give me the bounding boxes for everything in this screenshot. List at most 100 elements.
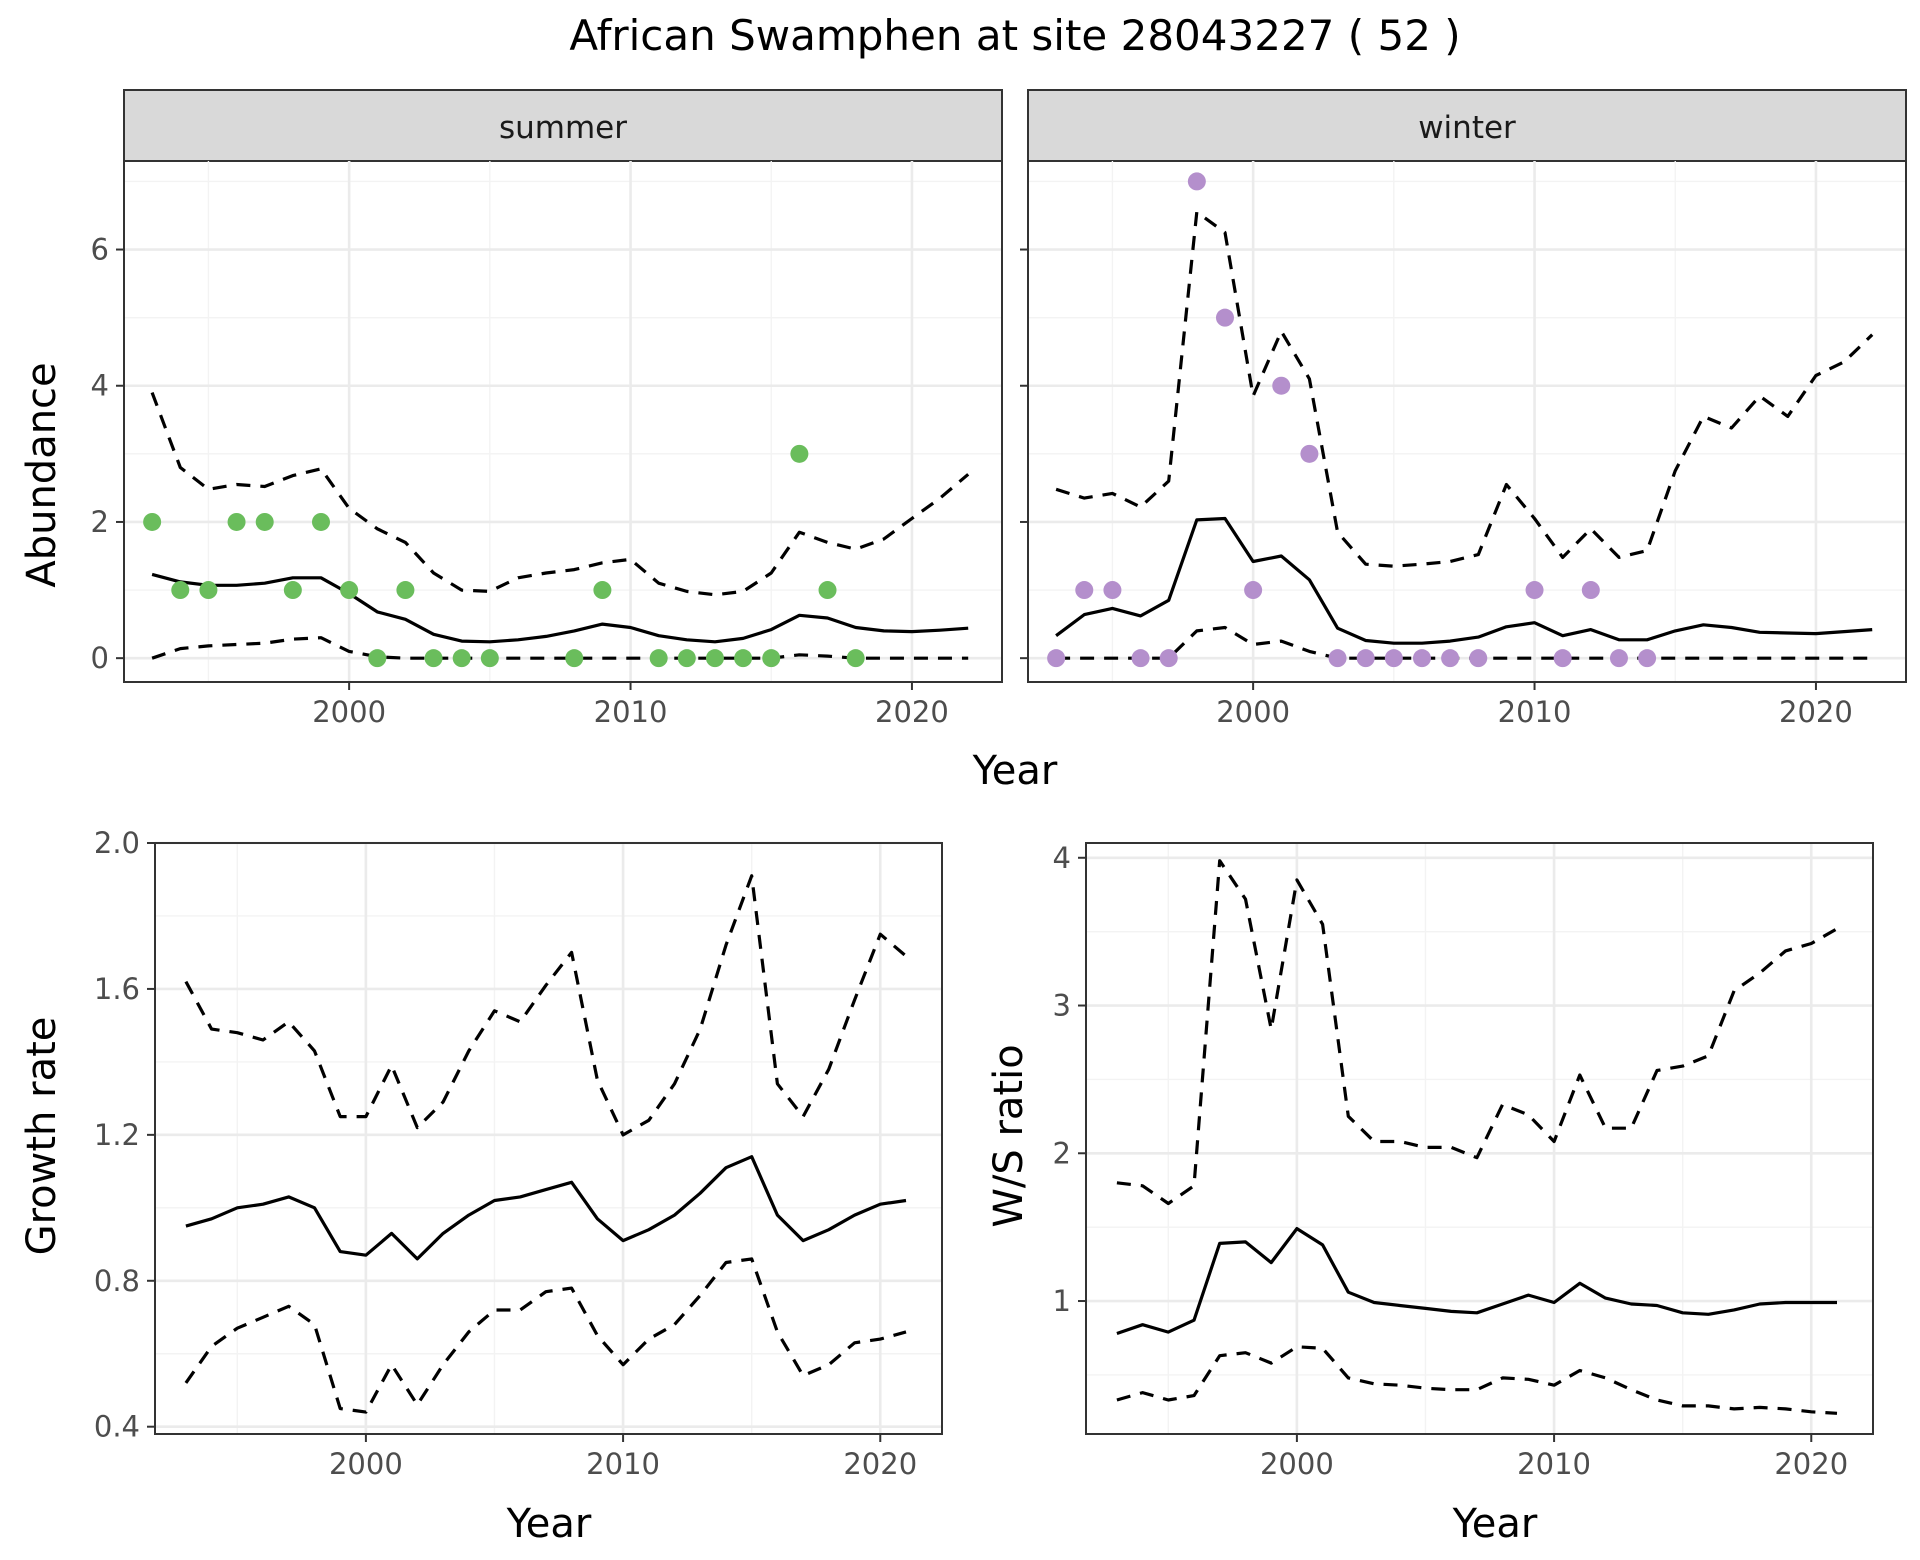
lower-ci-line <box>1056 625 1873 660</box>
strip-winter <box>1027 89 1907 162</box>
x-axis-title-ratio: Year <box>1452 1501 1538 1547</box>
strip-label-winter: winter <box>1418 110 1516 146</box>
strip-summer <box>123 89 1003 162</box>
data-point <box>705 649 724 668</box>
plot-area-growth: 2000 2010 2020 0.4 0.8 1.2 1.6 2.0 <box>94 826 943 1481</box>
data-point <box>1412 649 1431 668</box>
data-point <box>1131 649 1150 668</box>
y-tick-label: 2 <box>91 505 109 539</box>
x-tick-label: 2010 <box>1498 695 1572 729</box>
data-point <box>199 581 218 600</box>
data-point <box>677 649 696 668</box>
data-point <box>1525 581 1544 600</box>
data-point <box>255 512 274 531</box>
data-point <box>1272 376 1291 395</box>
data-point <box>790 444 809 463</box>
data-point <box>452 649 471 668</box>
x-axis-title-top: Year <box>972 748 1058 794</box>
data-point <box>1300 444 1319 463</box>
data-point <box>1356 649 1375 668</box>
plot-area-winter: 2000 2010 2020 <box>1020 161 1907 729</box>
upper-ci-line <box>1116 859 1838 1206</box>
data-point <box>593 581 612 600</box>
data-point <box>227 512 246 531</box>
lower-ci-line <box>184 1257 907 1414</box>
y-axis-title-growth: Growth rate <box>19 1017 65 1256</box>
mean-line <box>185 1155 907 1261</box>
mean-line <box>1116 1227 1837 1336</box>
x-tick-label: 2020 <box>1774 1447 1848 1481</box>
lower-ci-line <box>151 636 969 660</box>
data-point <box>311 512 330 531</box>
y-axis-title-abundance: Abundance <box>19 362 65 587</box>
data-point <box>818 581 837 600</box>
data-point <box>1384 649 1403 668</box>
x-axis-title-growth: Year <box>506 1501 592 1547</box>
data-point <box>1047 649 1066 668</box>
data-point <box>846 649 865 668</box>
data-point <box>1187 172 1206 191</box>
data-point <box>171 581 190 600</box>
x-tick-label: 2000 <box>1216 695 1290 729</box>
y-tick-label: 1 <box>1053 1284 1071 1318</box>
x-tick-label: 2020 <box>843 1447 917 1481</box>
upper-ci-line <box>150 392 970 597</box>
panel-border <box>1085 842 1874 1435</box>
data-point <box>734 649 753 668</box>
data-point <box>396 581 415 600</box>
data-point <box>1469 649 1488 668</box>
plot-area-summer: 2000 2010 2020 0 2 4 6 <box>91 161 1003 729</box>
x-tick-label: 2000 <box>1260 1447 1334 1481</box>
x-tick-label: 2010 <box>594 695 668 729</box>
data-point <box>1103 581 1122 600</box>
data-point <box>649 649 668 668</box>
data-point <box>368 649 387 668</box>
data-point <box>340 581 359 600</box>
panel-border <box>1027 161 1907 683</box>
y-tick-label: 4 <box>91 369 109 403</box>
data-point <box>1609 649 1628 668</box>
x-tick-label: 2020 <box>875 695 949 729</box>
y-tick-label: 1.2 <box>94 1118 140 1152</box>
lower-ci-line <box>1116 1345 1838 1415</box>
data-point <box>1638 649 1657 668</box>
y-tick-label: 0.8 <box>94 1264 140 1298</box>
mean-line <box>1055 516 1873 645</box>
x-tick-label: 2000 <box>312 695 386 729</box>
panel-summer: summer 2000 2010 2020 0 2 4 6 <box>91 89 1003 729</box>
x-tick-label: 2010 <box>1517 1447 1591 1481</box>
y-tick-label: 1.6 <box>94 972 140 1006</box>
x-tick-label: 2020 <box>1779 695 1853 729</box>
panel-ratio: 2000 2010 2020 1 2 3 4 <box>1053 841 1874 1481</box>
y-tick-label: 0.4 <box>94 1410 140 1444</box>
data-point <box>1244 581 1263 600</box>
panel-winter: winter 2000 2010 2020 <box>1020 89 1907 729</box>
upper-ci-line <box>1055 210 1874 568</box>
y-axis-title-ratio: W/S ratio <box>986 1044 1032 1227</box>
data-point <box>1215 308 1234 327</box>
figure-title: African Swamphen at site 28043227 ( 52 ) <box>569 11 1460 60</box>
panel-growth: 2000 2010 2020 0.4 0.8 1.2 1.6 2.0 <box>94 826 943 1481</box>
y-tick-label: 2.0 <box>94 826 140 860</box>
data-point <box>1441 649 1460 668</box>
x-tick-label: 2000 <box>329 1447 403 1481</box>
data-point <box>1075 581 1094 600</box>
data-point <box>143 512 162 531</box>
data-point <box>1553 649 1572 668</box>
panel-border <box>154 842 943 1435</box>
y-tick-label: 2 <box>1053 1136 1071 1170</box>
y-tick-label: 0 <box>91 641 109 675</box>
y-tick-label: 3 <box>1053 989 1071 1023</box>
data-point <box>283 581 302 600</box>
plot-area-ratio: 2000 2010 2020 1 2 3 4 <box>1053 841 1874 1481</box>
y-tick-label: 4 <box>1053 841 1071 875</box>
strip-label-summer: summer <box>499 110 627 146</box>
y-tick-label: 6 <box>91 233 109 267</box>
data-point <box>565 649 584 668</box>
data-point <box>1159 649 1178 668</box>
panel-border <box>123 161 1003 683</box>
data-point <box>1328 649 1347 668</box>
data-point <box>424 649 443 668</box>
data-point <box>1581 581 1600 600</box>
